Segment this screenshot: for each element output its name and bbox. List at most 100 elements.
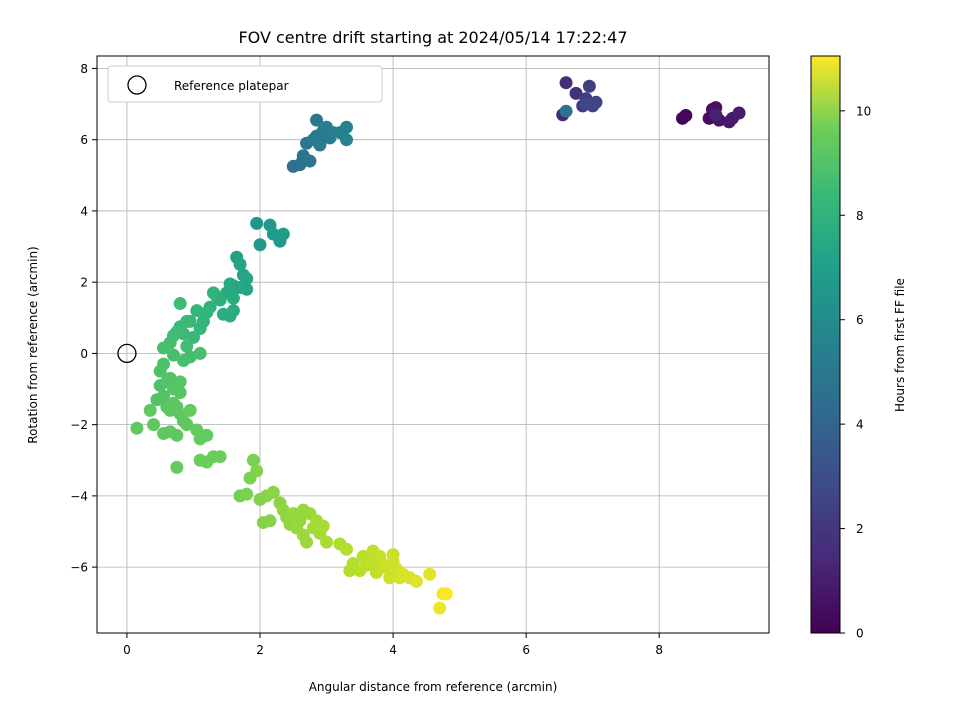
data-point [296,152,310,166]
data-point [176,354,190,368]
data-point [163,371,177,385]
data-point [589,95,603,109]
data-point [340,120,354,134]
data-point [679,108,693,122]
y-tick-label: 2 [80,276,88,290]
data-point [246,453,260,467]
data-point [157,389,171,403]
data-point [213,450,227,464]
data-point [732,106,746,120]
data-point [183,403,197,417]
reference-point [117,343,137,364]
data-point [130,421,144,435]
data-point [186,330,200,344]
data-point [582,79,596,93]
data-point [383,571,397,585]
data-point [709,108,723,122]
legend: Reference platepar [107,65,383,103]
scatter-points [130,76,746,615]
legend-marker [127,75,147,95]
y-axis-label: Rotation from reference (arcmin) [26,246,40,443]
data-point [310,113,324,127]
colorbar-tick-label: 10 [856,104,871,118]
data-point [276,227,290,241]
axes-frame [96,55,770,634]
data-point [559,104,573,118]
data-point [157,427,171,441]
legend-box [107,65,383,103]
data-point [143,403,157,417]
y-tick-label: −6 [70,561,88,575]
data-point [423,567,437,581]
y-tick-label: 6 [80,133,88,147]
data-point [316,127,330,141]
x-tick-label: 6 [522,643,530,657]
y-tick-label: 4 [80,204,88,218]
data-point [190,304,204,318]
data-point [579,97,593,111]
data-point [320,535,334,549]
data-point [173,386,187,400]
data-point [180,418,194,432]
colorbar-tick-label: 8 [856,209,864,223]
data-point [340,133,354,147]
data-point [253,238,267,252]
legend-label: Reference platepar [174,79,289,93]
data-point [439,587,453,601]
data-point [293,514,307,528]
colorbar [810,55,841,634]
y-tick-label: −4 [70,489,88,503]
data-point [157,341,171,355]
data-point [386,555,400,569]
data-point [180,339,194,353]
x-tick-label: 2 [256,643,264,657]
x-tick-label: 0 [123,643,131,657]
chart-title: FOV centre drift starting at 2024/05/14 … [238,28,627,47]
data-point [226,291,240,305]
y-tick-label: 0 [80,347,88,361]
data-point [193,321,207,335]
y-tick-label: 8 [80,62,88,76]
x-axis-ticks: 0 2 4 6 8 [123,633,663,657]
data-point [153,364,167,378]
data-point [200,428,214,442]
data-point [313,138,327,152]
data-point [300,535,314,549]
grid [97,56,769,633]
colorbar-label: Hours from first FF file [893,278,907,412]
data-point [409,574,423,588]
data-point [206,286,220,300]
x-tick-label: 4 [389,643,397,657]
data-point [167,348,181,362]
data-point [316,519,330,533]
data-point [296,503,310,517]
x-tick-label: 8 [655,643,663,657]
data-point [173,375,187,389]
colorbar-tick-label: 0 [856,627,864,641]
data-point [250,464,264,478]
y-tick-label: −2 [70,418,88,432]
data-point [250,216,264,230]
data-point [266,485,280,499]
data-point [233,257,247,271]
colorbar-tick-label: 2 [856,522,864,536]
colorbar-ticks: 0 2 4 6 8 10 [840,104,871,641]
data-point [569,86,583,100]
data-point [240,272,254,286]
data-point [170,460,184,474]
data-point [263,514,277,528]
x-axis-label: Angular distance from reference (arcmin) [309,680,558,694]
colorbar-tick-label: 4 [856,418,864,432]
data-point [340,542,354,556]
y-axis-ticks: −6 −4 −2 0 2 4 6 8 [70,62,97,575]
data-point [240,487,254,501]
data-point [433,601,447,615]
colorbar-tick-label: 6 [856,313,864,327]
data-point [173,297,187,311]
data-point [559,76,573,90]
data-point [147,418,161,432]
data-point [366,553,380,567]
data-point [216,307,230,321]
data-point [193,346,207,360]
